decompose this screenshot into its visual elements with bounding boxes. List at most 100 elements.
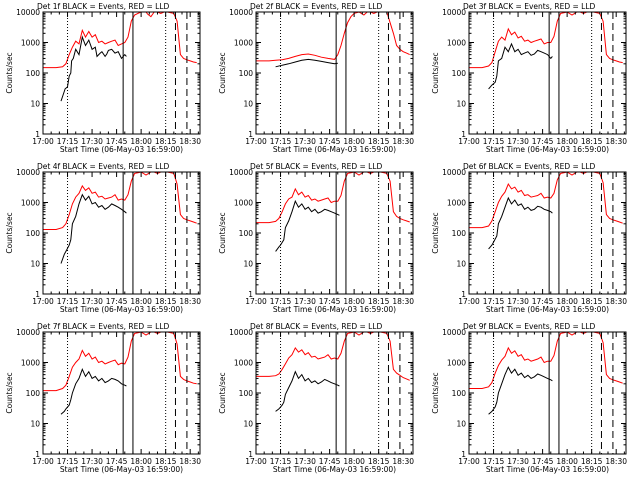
y-tick-label: 10000: [229, 328, 253, 337]
y-tick-label: 1000: [447, 39, 466, 48]
x-tick-label: 17:30: [507, 457, 529, 466]
y-tick-label: 1: [248, 130, 253, 139]
x-axis-label: Start Time (06-May-03 16:59:00): [486, 145, 609, 154]
x-tick-label: 17:30: [81, 457, 103, 466]
y-tick-label: 10000: [229, 8, 253, 17]
x-tick-label: 17:00: [458, 457, 480, 466]
y-tick-label: 10: [456, 260, 466, 269]
x-tick-label: 18:00: [556, 297, 578, 306]
y-tick-label: 10000: [442, 8, 466, 17]
lld-series-line: [256, 331, 410, 381]
detector-panel: Det 6f BLACK = Events, RED = LLD 1 10 100 10…: [431, 162, 627, 314]
plot-frame: [42, 171, 201, 295]
events-series-line: [488, 366, 553, 415]
x-tick-label: 17:45: [532, 137, 554, 146]
x-tick-label: 18:30: [179, 297, 201, 306]
y-tick-label: 1: [35, 450, 40, 459]
panel-title: Det 4f BLACK = Events, RED = LLD: [37, 162, 170, 171]
x-tick-label: 17:30: [294, 137, 316, 146]
panel-title: Det 2f BLACK = Events, RED = LLD: [250, 2, 383, 11]
x-tick-label: 17:30: [294, 457, 316, 466]
events-series-line: [488, 42, 553, 90]
detector-panel: Det 9f BLACK = Events, RED = LLD 1 10 100 10…: [431, 322, 627, 474]
y-tick-label: 10: [456, 100, 466, 109]
y-tick-label: 10: [30, 420, 40, 429]
detector-panel: Det 5f BLACK = Events, RED = LLD 1 10 100 10…: [218, 162, 414, 314]
x-tick-label: 18:00: [130, 137, 152, 146]
y-tick-label: 1000: [447, 199, 466, 208]
x-tick-label: 17:30: [81, 297, 103, 306]
y-tick-label: 100: [239, 69, 254, 78]
y-tick-label: 10000: [229, 168, 253, 177]
x-tick-label: 17:00: [32, 137, 54, 146]
x-tick-label: 18:15: [581, 137, 603, 146]
x-tick-label: 18:30: [605, 137, 627, 146]
plot-frame: [42, 11, 201, 135]
x-tick-label: 18:30: [605, 297, 627, 306]
x-axis-label: Start Time (06-May-03 16:59:00): [60, 305, 183, 314]
detector-panel: Det 8f BLACK = Events, RED = LLD 1 10 100 10…: [218, 322, 414, 474]
y-tick-label: 10: [30, 100, 40, 109]
x-axis-label: Start Time (06-May-03 16:59:00): [273, 465, 396, 474]
y-tick-label: 1000: [21, 359, 40, 368]
x-tick-label: 17:15: [483, 297, 505, 306]
x-tick-label: 17:15: [270, 457, 292, 466]
x-tick-label: 18:15: [581, 457, 603, 466]
x-axis-label: Start Time (06-May-03 16:59:00): [486, 465, 609, 474]
x-tick-label: 18:15: [581, 297, 603, 306]
y-axis-label: Counts/sec: [431, 212, 440, 253]
y-axis-label: Counts/sec: [218, 212, 227, 253]
y-axis-label: Counts/sec: [218, 372, 227, 413]
x-tick-label: 17:30: [507, 137, 529, 146]
detector-panel: Det 7f BLACK = Events, RED = LLD 1 10 100 10…: [5, 322, 201, 474]
lld-series-line: [469, 331, 623, 389]
x-tick-label: 17:45: [532, 297, 554, 306]
x-tick-label: 18:00: [556, 137, 578, 146]
detector-panel: Det 3f BLACK = Events, RED = LLD 1 10 100 10…: [431, 2, 627, 154]
y-tick-label: 1: [35, 130, 40, 139]
x-tick-label: 17:45: [106, 137, 128, 146]
y-tick-label: 10: [243, 100, 253, 109]
panel-title: Det 1f BLACK = Events, RED = LLD: [37, 2, 170, 11]
y-tick-label: 1: [248, 450, 253, 459]
y-axis-label: Counts/sec: [5, 212, 14, 253]
x-tick-label: 17:45: [106, 297, 128, 306]
y-axis-label: Counts/sec: [5, 52, 14, 93]
x-tick-label: 17:15: [57, 137, 79, 146]
y-tick-label: 10000: [442, 328, 466, 337]
x-tick-label: 17:15: [270, 137, 292, 146]
x-tick-label: 18:00: [556, 457, 578, 466]
plot-frame: [468, 331, 627, 455]
x-tick-label: 17:00: [458, 137, 480, 146]
x-tick-label: 18:30: [179, 457, 201, 466]
y-axis-label: Counts/sec: [218, 52, 227, 93]
lld-series-line: [43, 171, 197, 230]
x-tick-label: 17:00: [245, 137, 267, 146]
panel-title: Det 5f BLACK = Events, RED = LLD: [250, 162, 383, 171]
y-tick-label: 1: [461, 290, 466, 299]
detector-panel: Det 4f BLACK = Events, RED = LLD 1 10 100 10…: [5, 162, 201, 314]
y-tick-label: 10000: [442, 168, 466, 177]
x-tick-label: 17:00: [245, 457, 267, 466]
y-tick-label: 1: [248, 290, 253, 299]
events-series-line: [275, 58, 338, 68]
y-tick-label: 10: [456, 420, 466, 429]
y-tick-label: 100: [452, 389, 467, 398]
x-tick-label: 17:45: [532, 457, 554, 466]
y-tick-label: 100: [26, 69, 41, 78]
x-tick-label: 17:15: [483, 457, 505, 466]
x-axis-label: Start Time (06-May-03 16:59:00): [60, 145, 183, 154]
y-tick-label: 10000: [16, 328, 40, 337]
y-axis-label: Counts/sec: [5, 372, 14, 413]
y-tick-label: 1000: [21, 39, 40, 48]
events-series-line: [60, 193, 127, 264]
events-series-line: [488, 196, 553, 250]
x-tick-label: 17:15: [483, 137, 505, 146]
x-tick-label: 17:45: [106, 457, 128, 466]
plot-frame: [255, 171, 414, 295]
plot-frame: [468, 171, 627, 295]
y-tick-label: 10000: [16, 8, 40, 17]
x-tick-label: 17:00: [32, 297, 54, 306]
x-tick-label: 17:45: [319, 297, 341, 306]
x-tick-label: 18:30: [605, 457, 627, 466]
